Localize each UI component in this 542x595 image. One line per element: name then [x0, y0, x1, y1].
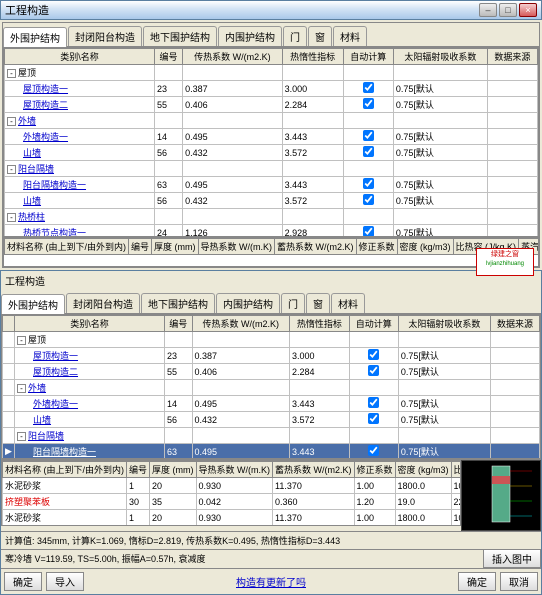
tab-0[interactable]: 外围护结构: [1, 294, 65, 314]
tab-5[interactable]: 窗: [306, 293, 330, 313]
window2-title: 工程构造: [1, 271, 541, 290]
tab-6[interactable]: 材料: [331, 293, 365, 313]
material-row[interactable]: 水泥砂浆1200.93011.3701.001800.01050.00.0210: [3, 478, 462, 494]
cancel-button[interactable]: 取消: [500, 572, 538, 591]
tab-0[interactable]: 外围护结构: [3, 27, 67, 47]
tabs-top: 外围护结构封闭阳台构造地下围护结构内围护结构门窗材料: [3, 23, 539, 47]
table-row[interactable]: -屋顶: [5, 65, 538, 81]
window-title: 工程构造: [5, 2, 49, 18]
material-grid-top[interactable]: 材料名称 (由上到下/由外到内)编号厚度 (mm)导热系数 W/(m.K)蓄热系…: [3, 237, 539, 267]
import-button[interactable]: 导入: [46, 572, 84, 591]
status-line-1: 计算值: 345mm, 计算K=1.069, 惰标D=2.819, 传热系数K=…: [1, 531, 541, 549]
footer-link[interactable]: 构造有更新了吗: [88, 574, 454, 589]
material-row[interactable]: 挤塑聚苯板30350.0420.3601.2019.02233.00.0000: [3, 494, 462, 510]
table-row[interactable]: 屋顶构造一230.3873.0000.75[默认: [5, 81, 538, 97]
table-row[interactable]: 外墙构造一140.4953.4430.75[默认: [3, 396, 540, 412]
status-line-2: 寒冷墙 V=119.59, TS=5.00h, 振幅A=0.57h, 衰减度: [1, 549, 483, 568]
table-row[interactable]: 屋顶构造二550.4062.2840.75[默认: [5, 97, 538, 113]
tab-4[interactable]: 门: [283, 26, 307, 46]
tab-2[interactable]: 地下围护结构: [141, 293, 215, 313]
table-row[interactable]: ▶阳台隔墙构造一630.4953.4430.75[默认: [3, 444, 540, 460]
structure-grid-top[interactable]: 类别\名称编号传热系数 W/(m2.K)热惰性指标自动计算太阳辐射吸收系数数据来…: [3, 47, 539, 237]
table-row[interactable]: 屋顶构造二550.4062.2840.75[默认: [3, 364, 540, 380]
tab-1[interactable]: 封闭阳台构造: [68, 26, 142, 46]
table-row[interactable]: 屋顶构造一230.3873.0000.75[默认: [3, 348, 540, 364]
bottom-toolbar: 确定 导入 构造有更新了吗 确定 取消: [1, 568, 541, 594]
tab-6[interactable]: 材料: [333, 26, 367, 46]
material-row[interactable]: 水泥砂浆1200.93011.3701.001800.01050.00.0210: [3, 510, 462, 526]
tab-5[interactable]: 窗: [308, 26, 332, 46]
table-row[interactable]: -阳台隔墙: [3, 428, 540, 444]
table-row[interactable]: 阳台隔墙构造一630.4953.4430.75[默认: [5, 177, 538, 193]
tab-3[interactable]: 内围护结构: [218, 26, 282, 46]
table-row[interactable]: -热桥柱: [5, 209, 538, 225]
table-row[interactable]: 山墙560.4323.5720.75[默认: [5, 145, 538, 161]
table-row[interactable]: -外墙: [3, 380, 540, 396]
tab-2[interactable]: 地下围护结构: [143, 26, 217, 46]
logo-badge: 绿建之窗lvjianzhihuang: [476, 248, 534, 276]
confirm-button-2[interactable]: 确定: [458, 572, 496, 591]
layer-preview: [461, 460, 541, 531]
tab-3[interactable]: 内围护结构: [216, 293, 280, 313]
material-grid-bottom[interactable]: 材料名称 (由上到下/由外到内)编号厚度 (mm)导热系数 W/(m.K)蓄热系…: [1, 460, 461, 526]
material-row[interactable]: 钢筋混凝土42001.74017.2001.002500.0920.00.015…: [3, 526, 462, 527]
table-row[interactable]: 热桥节点构造一241.1262.9280.75[默认: [5, 225, 538, 238]
table-row[interactable]: 山墙560.4323.5720.75[默认: [3, 412, 540, 428]
tab-4[interactable]: 门: [281, 293, 305, 313]
tabs-bottom: 外围护结构封闭阳台构造地下围护结构内围护结构门窗材料: [1, 290, 541, 314]
tab-1[interactable]: 封闭阳台构造: [66, 293, 140, 313]
close-button[interactable]: ×: [519, 3, 537, 17]
titlebar: 工程构造 – □ ×: [0, 0, 542, 20]
structure-grid-bottom[interactable]: 类别\名称编号传热系数 W/(m2.K)热惰性指标自动计算太阳辐射吸收系数数据来…: [1, 314, 541, 459]
table-row[interactable]: -外墙: [5, 113, 538, 129]
insert-button[interactable]: 插入图中: [483, 549, 541, 568]
maximize-button[interactable]: □: [499, 3, 517, 17]
table-row[interactable]: -阳台隔墙: [5, 161, 538, 177]
minimize-button[interactable]: –: [479, 3, 497, 17]
table-row[interactable]: 山墙560.4323.5720.75[默认: [5, 193, 538, 209]
table-row[interactable]: -屋顶: [3, 332, 540, 348]
confirm-button[interactable]: 确定: [4, 572, 42, 591]
table-row[interactable]: 外墙构造一140.4953.4430.75[默认: [5, 129, 538, 145]
